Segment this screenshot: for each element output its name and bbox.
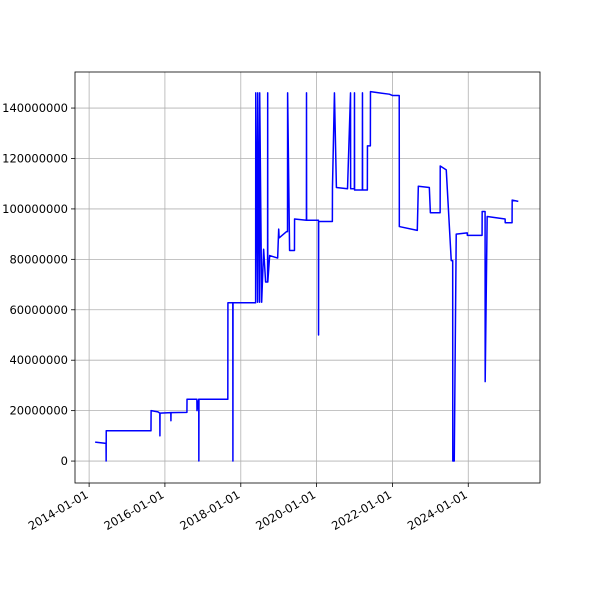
data-line — [95, 90, 519, 462]
x-tick-label: 2022-01-01 — [329, 487, 394, 533]
y-tick-label: 0 — [61, 454, 68, 468]
plot-frame — [74, 71, 541, 484]
x-tick-label: 2020-01-01 — [253, 487, 318, 533]
x-tick-label: 2024-01-01 — [405, 487, 470, 533]
y-tick-label: 40000000 — [9, 353, 68, 367]
y-tick-label: 140000000 — [2, 101, 68, 115]
x-tick-label: 2014-01-01 — [26, 487, 91, 533]
y-tick-label: 120000000 — [2, 151, 68, 165]
y-tick-label: 20000000 — [9, 404, 68, 418]
y-tick-label: 80000000 — [9, 252, 68, 266]
x-tick-label: 2018-01-01 — [177, 487, 242, 533]
y-tick-label: 60000000 — [9, 303, 68, 317]
y-tick-label: 100000000 — [2, 202, 68, 216]
x-tick-label: 2016-01-01 — [102, 487, 167, 533]
